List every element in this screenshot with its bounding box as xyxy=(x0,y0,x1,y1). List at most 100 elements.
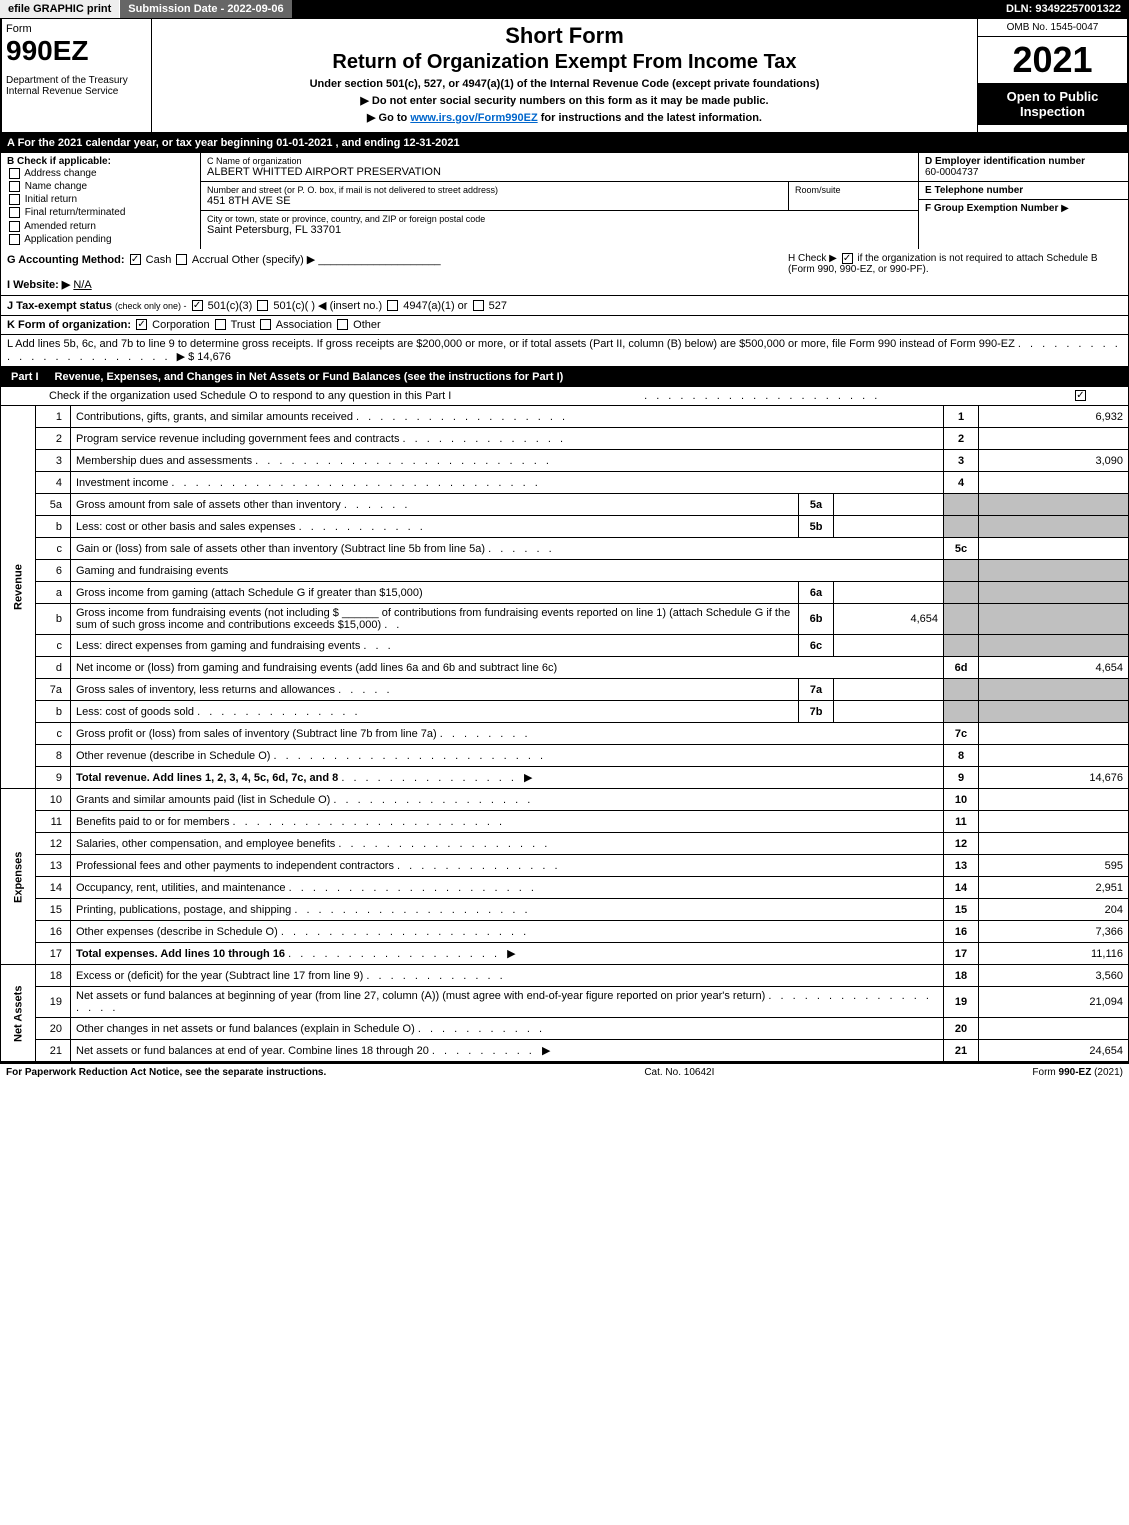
chk-address-change[interactable]: Address change xyxy=(7,167,194,180)
line-14: 14Occupancy, rent, utilities, and mainte… xyxy=(1,877,1129,899)
ein-row: D Employer identification number 60-0004… xyxy=(919,153,1128,182)
line-5b: bLess: cost or other basis and sales exp… xyxy=(1,516,1129,538)
title-under: Under section 501(c), 527, or 4947(a)(1)… xyxy=(158,78,971,90)
part1-subtitle: Check if the organization used Schedule … xyxy=(49,390,451,402)
line-19: 19Net assets or fund balances at beginni… xyxy=(1,987,1129,1018)
line-21: 21Net assets or fund balances at end of … xyxy=(1,1040,1129,1062)
submission-date: Submission Date - 2022-09-06 xyxy=(120,0,291,18)
line-8: 8Other revenue (describe in Schedule O) … xyxy=(1,745,1129,767)
org-name: ALBERT WHITTED AIRPORT PRESERVATION xyxy=(207,166,912,178)
goto-pre: ▶ Go to xyxy=(367,112,410,124)
form-header: Form 990EZ Department of the Treasury In… xyxy=(0,18,1129,134)
gross-receipts: 14,676 xyxy=(197,351,231,363)
chk-501c[interactable] xyxy=(257,300,268,311)
chk-4947[interactable] xyxy=(387,300,398,311)
title-goto: ▶ Go to www.irs.gov/Form990EZ for instru… xyxy=(158,111,971,124)
topbar: efile GRAPHIC print Submission Date - 20… xyxy=(0,0,1129,18)
topbar-left: efile GRAPHIC print Submission Date - 20… xyxy=(0,0,292,18)
goto-post: for instructions and the latest informat… xyxy=(538,112,762,124)
line-7c: cGross profit or (loss) from sales of in… xyxy=(1,723,1129,745)
section-c: C Name of organization ALBERT WHITTED AI… xyxy=(201,153,918,249)
b-label: B Check if applicable: xyxy=(7,156,111,167)
i-label: I Website: ▶ xyxy=(7,279,70,291)
footer-right: Form 990-EZ (2021) xyxy=(1032,1067,1123,1078)
page-footer: For Paperwork Reduction Act Notice, see … xyxy=(0,1062,1129,1081)
form-number: 990EZ xyxy=(6,35,147,67)
footer-catno: Cat. No. 10642I xyxy=(644,1067,714,1078)
phone-label: E Telephone number xyxy=(925,185,1023,196)
line-6c: cLess: direct expenses from gaming and f… xyxy=(1,635,1129,657)
part1-header: Part I Revenue, Expenses, and Changes in… xyxy=(0,367,1129,387)
header-center: Short Form Return of Organization Exempt… xyxy=(152,19,977,132)
open-inspection: Open to Public Inspection xyxy=(978,83,1127,125)
efile-link[interactable]: efile GRAPHIC print xyxy=(0,0,120,18)
chk-assoc[interactable] xyxy=(260,319,271,330)
chk-schedule-b[interactable] xyxy=(842,253,853,264)
footer-left: For Paperwork Reduction Act Notice, see … xyxy=(6,1067,326,1078)
part1-label: Part I xyxy=(1,368,49,386)
header-right: OMB No. 1545-0047 2021 Open to Public In… xyxy=(977,19,1127,132)
group-exemption-row: F Group Exemption Number ▶ xyxy=(919,200,1128,217)
chk-pending[interactable]: Application pending xyxy=(7,233,194,246)
line-2: 2Program service revenue including gover… xyxy=(1,428,1129,450)
street: 451 8TH AVE SE xyxy=(207,195,782,207)
chk-final-return[interactable]: Final return/terminated xyxy=(7,206,194,219)
line-12: 12Salaries, other compensation, and empl… xyxy=(1,833,1129,855)
chk-501c3[interactable] xyxy=(192,300,203,311)
chk-trust[interactable] xyxy=(215,319,226,330)
ein-label: D Employer identification number xyxy=(925,156,1085,167)
form-label: Form xyxy=(6,23,147,35)
g-label: G Accounting Method: xyxy=(7,254,125,266)
l-text: L Add lines 5b, 6c, and 7b to line 9 to … xyxy=(7,338,1015,350)
section-def: D Employer identification number 60-0004… xyxy=(918,153,1128,249)
title-warning: ▶ Do not enter social security numbers o… xyxy=(158,94,971,107)
arrow-icon: ▶ xyxy=(524,771,532,784)
side-expenses: Expenses xyxy=(1,789,36,965)
title-return: Return of Organization Exempt From Incom… xyxy=(158,51,971,74)
chk-cash[interactable] xyxy=(130,254,141,265)
group-label: F Group Exemption Number xyxy=(925,203,1058,214)
title-short-form: Short Form xyxy=(158,23,971,49)
chk-corp[interactable] xyxy=(136,319,147,330)
chk-name-change[interactable]: Name change xyxy=(7,180,194,193)
line-6: 6Gaming and fundraising events xyxy=(1,560,1129,582)
line-4: 4Investment income . . . . . . . . . . .… xyxy=(1,472,1129,494)
org-name-row: C Name of organization ALBERT WHITTED AI… xyxy=(201,153,918,182)
line-18: Net Assets 18Excess or (deficit) for the… xyxy=(1,965,1129,987)
org-name-label: C Name of organization xyxy=(207,156,912,166)
line-1: Revenue 1Contributions, gifts, grants, a… xyxy=(1,406,1129,428)
chk-amended[interactable]: Amended return xyxy=(7,220,194,233)
department: Department of the Treasury Internal Reve… xyxy=(6,75,147,97)
k-label: K Form of organization: xyxy=(7,319,131,331)
line-5c: cGain or (loss) from sale of assets othe… xyxy=(1,538,1129,560)
line-9: 9Total revenue. Add lines 1, 2, 3, 4, 5c… xyxy=(1,767,1129,789)
city-label: City or town, state or province, country… xyxy=(207,214,912,224)
tax-year: 2021 xyxy=(978,37,1127,83)
omb-number: OMB No. 1545-0047 xyxy=(978,19,1127,37)
chk-accrual[interactable] xyxy=(176,254,187,265)
ein: 60-0004737 xyxy=(925,167,978,178)
phone-row: E Telephone number xyxy=(919,182,1128,200)
part1-table: Revenue 1Contributions, gifts, grants, a… xyxy=(0,406,1129,1063)
j-label: J Tax-exempt status xyxy=(7,300,112,312)
website: N/A xyxy=(73,279,91,291)
line-16: 16Other expenses (describe in Schedule O… xyxy=(1,921,1129,943)
chk-other-org[interactable] xyxy=(337,319,348,330)
room-label: Room/suite xyxy=(795,185,912,195)
section-b: B Check if applicable: Address change Na… xyxy=(1,153,201,249)
arrow-icon: ▶ xyxy=(542,1044,550,1057)
city: Saint Petersburg, FL 33701 xyxy=(207,224,912,236)
line-17: 17Total expenses. Add lines 10 through 1… xyxy=(1,943,1129,965)
street-row: Number and street (or P. O. box, if mail… xyxy=(201,182,918,211)
line-7a: 7aGross sales of inventory, less returns… xyxy=(1,679,1129,701)
side-revenue: Revenue xyxy=(1,406,36,767)
row-a: A For the 2021 calendar year, or tax yea… xyxy=(0,134,1129,153)
line-6d: dNet income or (loss) from gaming and fu… xyxy=(1,657,1129,679)
irs-link[interactable]: www.irs.gov/Form990EZ xyxy=(410,112,537,124)
line-11: 11Benefits paid to or for members . . . … xyxy=(1,811,1129,833)
room-cell: Room/suite xyxy=(788,182,918,210)
section-h: H Check ▶ if the organization is not req… xyxy=(782,253,1122,291)
chk-schedule-o[interactable] xyxy=(1075,390,1086,401)
chk-527[interactable] xyxy=(473,300,484,311)
chk-initial-return[interactable]: Initial return xyxy=(7,193,194,206)
